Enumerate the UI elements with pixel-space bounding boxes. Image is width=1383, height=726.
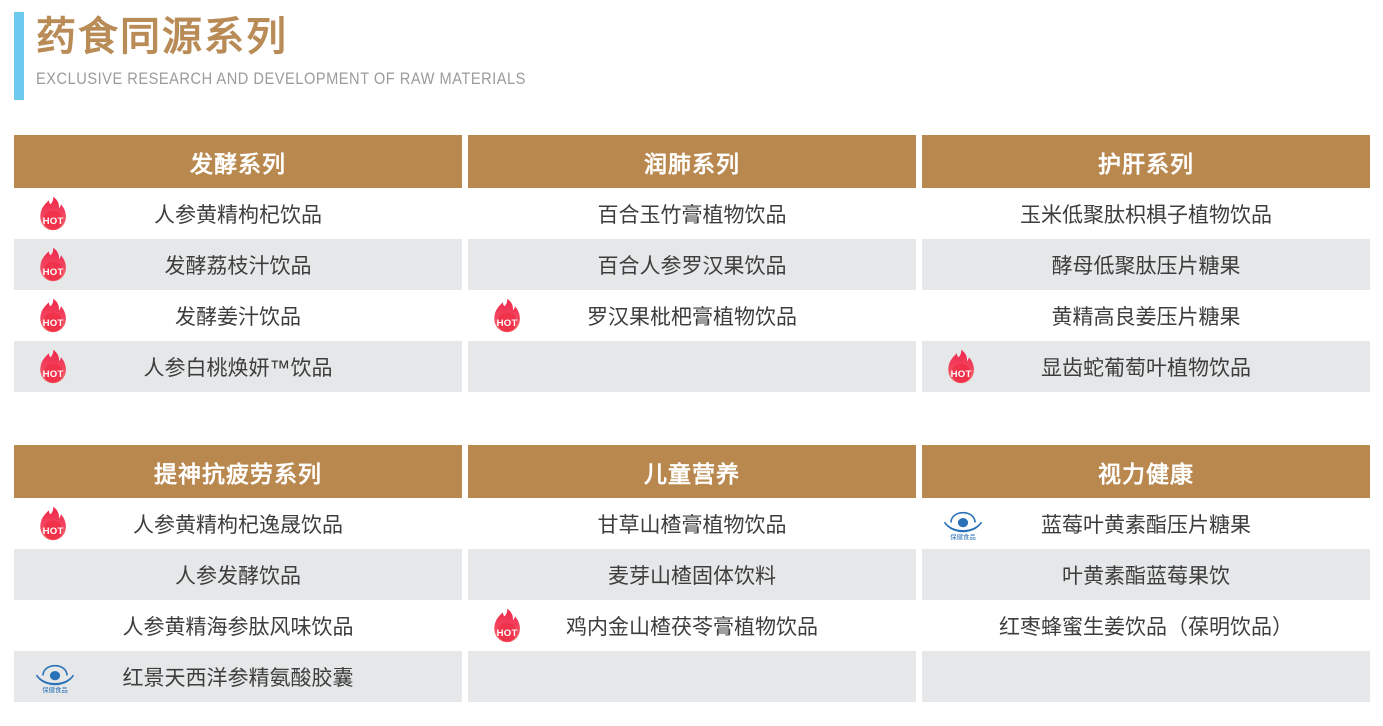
product-row[interactable]: HOT 人参白桃焕妍™饮品	[14, 341, 462, 392]
svg-text:HOT: HOT	[43, 317, 64, 328]
product-row-empty	[468, 341, 916, 392]
product-name: 发酵荔枝汁饮品	[164, 254, 312, 278]
svg-text:HOT: HOT	[951, 368, 972, 379]
category-header: 发酵系列	[14, 135, 462, 188]
product-name: 发酵姜汁饮品	[175, 305, 301, 329]
svg-text:HOT: HOT	[43, 266, 64, 277]
category-header: 润肺系列	[468, 135, 916, 188]
product-row[interactable]: 红枣蜂蜜生姜饮品（葆明饮品）	[922, 600, 1370, 651]
product-name: 人参白桃焕妍™饮品	[143, 356, 333, 380]
category-column: 发酵系列 HOT 人参黄精枸杞饮品 HOT 发酵荔枝汁饮品 HOT 发酵姜汁饮品 HOT 人参白…	[14, 135, 462, 392]
hot-flame-icon: HOT	[490, 608, 524, 644]
svg-text:HOT: HOT	[43, 368, 64, 379]
product-row[interactable]: 人参发酵饮品	[14, 549, 462, 600]
product-row[interactable]: HOT 发酵姜汁饮品	[14, 290, 462, 341]
product-name: 百合人参罗汉果饮品	[597, 254, 787, 278]
svg-text:HOT: HOT	[43, 525, 64, 536]
page-header: 药食同源系列 EXCLUSIVE RESEARCH AND DEVELOPMEN…	[0, 0, 1383, 118]
product-row[interactable]: HOT 显齿蛇葡萄叶植物饮品	[922, 341, 1370, 392]
product-name: 百合玉竹膏植物饮品	[597, 203, 787, 227]
product-row[interactable]: 甘草山楂膏植物饮品	[468, 498, 916, 549]
svg-text:保健食品: 保健食品	[950, 532, 976, 541]
product-name: 蓝莓叶黄素酯压片糖果	[1041, 513, 1251, 537]
product-row-empty	[468, 651, 916, 702]
product-row[interactable]: HOT 罗汉果枇杷膏植物饮品	[468, 290, 916, 341]
product-name: 玉米低聚肽枳椇子植物饮品	[1020, 203, 1272, 227]
product-row[interactable]: 人参黄精海参肽风味饮品	[14, 600, 462, 651]
health-food-approval-icon: 保健食品	[34, 660, 76, 694]
product-name: 人参黄精枸杞饮品	[154, 203, 322, 227]
product-name: 酵母低聚肽压片糖果	[1051, 254, 1241, 278]
category-header: 护肝系列	[922, 135, 1370, 188]
product-name: 红景天西洋参精氨酸胶囊	[122, 666, 354, 690]
product-row[interactable]: 麦芽山楂固体饮料	[468, 549, 916, 600]
product-row[interactable]: 百合玉竹膏植物饮品	[468, 188, 916, 239]
title-block: 药食同源系列 EXCLUSIVE RESEARCH AND DEVELOPMEN…	[36, 12, 1383, 89]
hot-flame-icon: HOT	[36, 247, 70, 283]
product-row[interactable]: 保健食品 红景天西洋参精氨酸胶囊	[14, 651, 462, 702]
category-column: 提神抗疲劳系列 HOT 人参黄精枸杞逸晟饮品 人参发酵饮品人参黄精海参肽风味饮品保健食…	[14, 445, 462, 702]
product-row[interactable]: HOT 人参黄精枸杞逸晟饮品	[14, 498, 462, 549]
category-column: 润肺系列百合玉竹膏植物饮品 百合人参罗汉果饮品 HOT 罗汉果枇杷膏植物饮品	[468, 135, 916, 392]
category-header: 提神抗疲劳系列	[14, 445, 462, 498]
product-name: 罗汉果枇杷膏植物饮品	[587, 305, 797, 329]
hot-flame-icon: HOT	[36, 298, 70, 334]
category-column: 护肝系列玉米低聚肽枳椇子植物饮品 酵母低聚肽压片糖果 黄精高良姜压片糖果 HOT 显齿蛇…	[922, 135, 1370, 392]
product-row[interactable]: HOT 发酵荔枝汁饮品	[14, 239, 462, 290]
category-table-block-2: 提神抗疲劳系列 HOT 人参黄精枸杞逸晟饮品 人参发酵饮品 人参黄精海参肽风味饮品 保健食…	[14, 445, 1370, 702]
category-header: 儿童营养	[468, 445, 916, 498]
product-name: 麦芽山楂固体饮料	[608, 564, 776, 588]
accent-bar	[14, 12, 24, 100]
page-subtitle: EXCLUSIVE RESEARCH AND DEVELOPMENT OF RA…	[36, 69, 526, 88]
product-row[interactable]: 叶黄素酯蓝莓果饮	[922, 549, 1370, 600]
product-row[interactable]: 百合人参罗汉果饮品	[468, 239, 916, 290]
hot-flame-icon: HOT	[36, 506, 70, 542]
product-row[interactable]: 黄精高良姜压片糖果	[922, 290, 1370, 341]
product-name: 鸡内金山楂茯苓膏植物饮品	[566, 615, 818, 639]
hot-flame-icon: HOT	[36, 196, 70, 232]
product-row[interactable]: 保健食品 蓝莓叶黄素酯压片糖果	[922, 498, 1370, 549]
hot-flame-icon: HOT	[944, 349, 978, 385]
product-name: 人参黄精枸杞逸晟饮品	[133, 513, 343, 537]
svg-text:HOT: HOT	[497, 317, 518, 328]
product-name: 叶黄素酯蓝莓果饮	[1062, 564, 1230, 588]
product-name: 人参黄精海参肽风味饮品	[122, 615, 354, 639]
svg-text:HOT: HOT	[43, 215, 64, 226]
product-row[interactable]: HOT 鸡内金山楂茯苓膏植物饮品	[468, 600, 916, 651]
product-name: 黄精高良姜压片糖果	[1051, 305, 1241, 329]
product-row[interactable]: 玉米低聚肽枳椇子植物饮品	[922, 188, 1370, 239]
product-row-empty	[922, 651, 1370, 702]
category-table-block-1: 发酵系列 HOT 人参黄精枸杞饮品 HOT 发酵荔枝汁饮品 HOT 发酵姜汁饮品 HOT 人参白…	[14, 135, 1370, 392]
product-name: 红枣蜂蜜生姜饮品（葆明饮品）	[999, 615, 1293, 639]
category-header: 视力健康	[922, 445, 1370, 498]
product-row[interactable]: HOT 人参黄精枸杞饮品	[14, 188, 462, 239]
product-name: 显齿蛇葡萄叶植物饮品	[1041, 356, 1251, 380]
svg-text:保健食品: 保健食品	[42, 685, 68, 694]
product-name: 人参发酵饮品	[175, 564, 301, 588]
health-food-approval-icon: 保健食品	[942, 507, 984, 541]
category-column: 儿童营养甘草山楂膏植物饮品 麦芽山楂固体饮料 HOT 鸡内金山楂茯苓膏植物饮品	[468, 445, 916, 702]
hot-flame-icon: HOT	[36, 349, 70, 385]
category-column: 视力健康保健食品 蓝莓叶黄素酯压片糖果 叶黄素酯蓝莓果饮红枣蜂蜜生姜饮品（葆明饮品）	[922, 445, 1370, 702]
product-row[interactable]: 酵母低聚肽压片糖果	[922, 239, 1370, 290]
svg-text:HOT: HOT	[497, 627, 518, 638]
hot-flame-icon: HOT	[490, 298, 524, 334]
page-title: 药食同源系列	[36, 14, 288, 60]
product-name: 甘草山楂膏植物饮品	[597, 513, 787, 537]
